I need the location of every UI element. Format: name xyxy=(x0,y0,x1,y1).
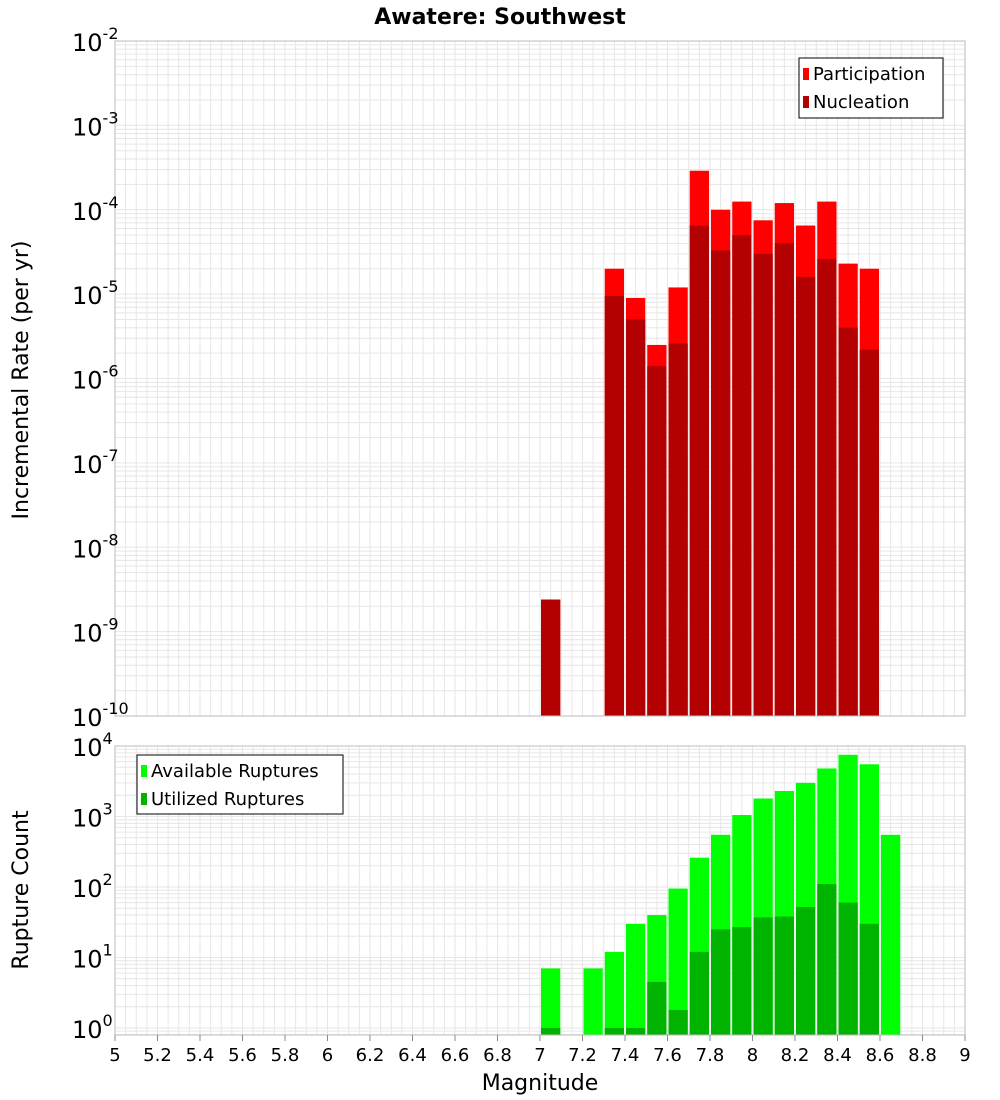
y-tick-label: 10-9 xyxy=(72,615,119,648)
bar-nucleation xyxy=(859,349,879,716)
y-tick-label: 100 xyxy=(72,1011,113,1044)
bar-utilized-ruptures xyxy=(817,884,837,1035)
x-tick-label: 8.2 xyxy=(781,1045,810,1066)
x-tick-label: 6.4 xyxy=(398,1045,427,1066)
bar-nucleation xyxy=(604,296,624,716)
bar-available-ruptures xyxy=(626,923,646,1035)
x-tick-label: 8.4 xyxy=(823,1045,852,1066)
x-tick-label: 5.2 xyxy=(143,1045,172,1066)
legend-swatch xyxy=(803,68,809,80)
bar-nucleation xyxy=(838,327,858,716)
y-tick-label: 10-10 xyxy=(72,699,129,732)
x-tick-label: 7.6 xyxy=(653,1045,682,1066)
bar-utilized-ruptures xyxy=(626,1027,646,1035)
bar-available-ruptures xyxy=(541,968,561,1035)
panel-2: 100 101 102 103 104 Rupture Count Available Ru… xyxy=(9,729,966,1044)
legend-label: Utilized Ruptures xyxy=(151,789,304,810)
x-tick-label: 7 xyxy=(534,1045,545,1066)
legend-label: Participation xyxy=(813,64,925,85)
bar-utilized-ruptures xyxy=(796,906,816,1035)
bar-available-ruptures xyxy=(881,834,901,1035)
bar-nucleation xyxy=(689,225,709,716)
bar-utilized-ruptures xyxy=(647,981,667,1035)
y-tick-label: 10-8 xyxy=(72,530,119,563)
bar-available-ruptures xyxy=(583,968,603,1035)
y-tick-label: 10-6 xyxy=(72,362,119,395)
x-tick-label: 5.6 xyxy=(228,1045,257,1066)
x-axis: 5 5.2 5.4 5.6 5.8 6 6.2 6.4 6.6 6.8 7 7.2 7.4 7.6 7.8 8… xyxy=(109,1035,971,1066)
x-tick-label: 8.8 xyxy=(908,1045,937,1066)
bar-utilized-ruptures xyxy=(604,1027,624,1035)
x-tick-label: 7.2 xyxy=(568,1045,597,1066)
plot-frame xyxy=(114,40,966,717)
legend-swatch xyxy=(803,96,809,108)
bar-utilized-ruptures xyxy=(753,917,773,1035)
bar-nucleation xyxy=(541,599,561,716)
panel-1: 10-10 10-9 10-8 10-7 10-6 10-5 10-4 10-3 10-2 Inc… xyxy=(9,24,966,732)
x-tick-label: 5 xyxy=(109,1045,120,1066)
x-tick-label: 6.6 xyxy=(441,1045,470,1066)
x-tick-label: 8 xyxy=(747,1045,758,1066)
legend-swatch xyxy=(141,793,147,805)
x-tick-label: 6 xyxy=(322,1045,333,1066)
y-tick-label: 10-7 xyxy=(72,446,119,479)
bar-utilized-ruptures xyxy=(838,902,858,1035)
legend-label: Available Ruptures xyxy=(151,761,319,782)
y-tick-label: 10-2 xyxy=(72,24,119,57)
bar-nucleation xyxy=(711,250,731,717)
bar-nucleation xyxy=(753,253,773,716)
x-tick-label: 6.8 xyxy=(483,1045,512,1066)
y-tick-label: 102 xyxy=(72,870,113,903)
legend-swatch xyxy=(141,765,147,777)
x-tick-label: 7.4 xyxy=(611,1045,640,1066)
legend-box xyxy=(136,754,344,815)
bar-utilized-ruptures xyxy=(859,923,879,1035)
bar-nucleation xyxy=(626,319,646,716)
x-tick-label: 5.8 xyxy=(271,1045,300,1066)
bar-utilized-ruptures xyxy=(689,951,709,1035)
y-axis-label: Rupture Count xyxy=(9,810,34,970)
bar-nucleation xyxy=(817,259,837,716)
legend: Available Ruptures Utilized Ruptures xyxy=(136,754,344,815)
y-tick-label: 103 xyxy=(72,799,113,832)
x-tick-label: 9 xyxy=(959,1045,970,1066)
chart-title: Awatere: Southwest xyxy=(374,5,626,30)
bar-nucleation xyxy=(796,276,816,716)
legend-label: Nucleation xyxy=(813,92,909,113)
y-tick-label: 10-3 xyxy=(72,108,119,141)
x-tick-label: 5.4 xyxy=(186,1045,215,1066)
y-tick-label: 10-5 xyxy=(72,277,119,310)
bar-available-ruptures xyxy=(604,951,624,1035)
bar-utilized-ruptures xyxy=(541,1027,561,1035)
bar-nucleation xyxy=(668,343,688,716)
x-axis-label: Magnitude xyxy=(482,1071,599,1096)
bar-nucleation xyxy=(647,366,667,716)
x-tick-label: 7.8 xyxy=(696,1045,725,1066)
y-tick-label: 104 xyxy=(72,729,113,762)
bar-available-ruptures xyxy=(668,888,688,1035)
plots: 10-10 10-9 10-8 10-7 10-6 10-5 10-4 10-3 10-2 Inc… xyxy=(9,24,971,1066)
x-tick-label: 8.6 xyxy=(866,1045,895,1066)
legend: Participation Nucleation xyxy=(798,57,944,119)
legend-box xyxy=(798,57,944,119)
x-tick-label: 6.2 xyxy=(356,1045,385,1066)
y-tick-label: 101 xyxy=(72,940,113,973)
bar-utilized-ruptures xyxy=(732,927,752,1035)
y-axis-label: Incremental Rate (per yr) xyxy=(9,241,34,520)
bar-utilized-ruptures xyxy=(711,929,731,1035)
y-tick-label: 10-4 xyxy=(72,193,119,226)
bar-utilized-ruptures xyxy=(668,1009,688,1035)
bar-nucleation xyxy=(774,243,794,717)
bar-utilized-ruptures xyxy=(774,916,794,1035)
bar-nucleation xyxy=(732,235,752,716)
